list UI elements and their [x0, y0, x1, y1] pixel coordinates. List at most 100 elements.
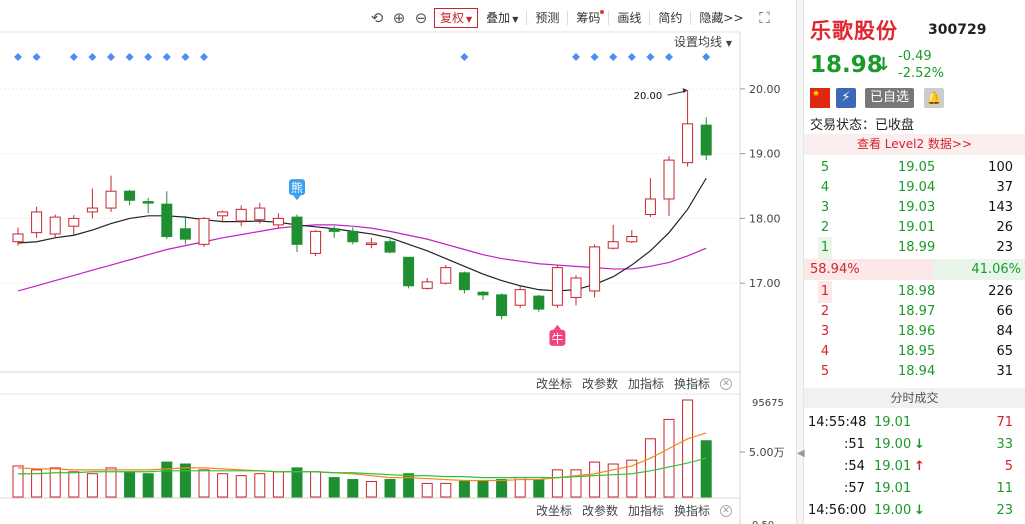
add-indicator-button[interactable]: 加指标: [628, 377, 665, 391]
candle-body: [49, 216, 61, 235]
candle-body: [105, 190, 117, 209]
volume-bar: [700, 440, 712, 498]
candle-body: [570, 277, 582, 298]
volume-bar: [124, 471, 136, 498]
candle-body: [310, 230, 322, 254]
bear-marker: [289, 179, 305, 196]
volume-bar: [384, 479, 396, 498]
signal-diamond: [627, 53, 636, 61]
draw-line-button[interactable]: 画线: [617, 11, 642, 25]
ask-row: 4 19.04 37: [804, 177, 1025, 199]
close-icon[interactable]: ✕: [720, 378, 733, 390]
volume-bar: [291, 467, 303, 498]
tick-time: :51: [844, 437, 865, 452]
fuquan-button[interactable]: 复权 ▼: [434, 8, 479, 28]
bid-row: 2 18.97 66: [804, 301, 1025, 323]
candle-body: [440, 267, 452, 284]
switch-indicator-button[interactable]: 换指标: [674, 504, 711, 518]
signal-diamond: [460, 53, 469, 61]
volume-bar: [328, 477, 340, 498]
signal-diamond: [69, 53, 78, 61]
volume-bar: [179, 463, 191, 498]
candle-body: [179, 228, 191, 240]
undo-icon[interactable]: ⟲: [370, 9, 384, 27]
ask-price: 18.99: [898, 240, 936, 255]
china-flag-icon: ★: [810, 88, 830, 108]
ask-price: 19.03: [898, 200, 936, 215]
chips-button[interactable]: 筹码: [570, 8, 606, 28]
favorite-button[interactable]: 已自选: [865, 88, 915, 108]
signal-diamond: [88, 53, 97, 61]
zoom-out-icon[interactable]: ⊖: [414, 9, 428, 27]
volume-bar: [403, 473, 415, 498]
tick-volume: 11: [996, 481, 1013, 496]
panel-splitter[interactable]: [796, 0, 804, 524]
zoom-in-icon[interactable]: ⊕: [392, 9, 406, 27]
signal-diamond: [702, 53, 711, 61]
ask-volume: 26: [996, 220, 1013, 235]
change-axis-button[interactable]: 改坐标: [536, 504, 573, 518]
collapse-arrow-icon[interactable]: ◀: [797, 448, 805, 459]
tick-row: :57 19.01 11: [804, 478, 1025, 500]
ask-price: 19.01: [898, 220, 936, 235]
ask-row: 3 19.03 143: [804, 197, 1025, 219]
candle-body: [31, 211, 43, 234]
volume-bar: [365, 480, 377, 498]
candle-body: [477, 291, 489, 296]
volume-bar: [514, 477, 526, 498]
volume-bar: [235, 475, 247, 498]
tick-row: :54 19.01 ↑ 5: [804, 456, 1025, 478]
ma-setting-button[interactable]: 设置均线 ▼: [674, 35, 732, 49]
volume-bar: [198, 469, 210, 498]
change-params-button[interactable]: 改参数: [582, 377, 619, 391]
price-change-pct: -2.52%: [898, 66, 944, 81]
change-params-button[interactable]: 改参数: [582, 504, 619, 518]
ask-volume: 23: [996, 240, 1013, 255]
toolbar-divider: [567, 11, 569, 25]
stock-name: 乐歌股份: [810, 19, 898, 43]
kline-chart[interactable]: 20.00 19.00 18.00 17.00 熊牛 20.00 95675 5.00万 0.5…: [0, 0, 796, 524]
add-indicator-button[interactable]: 加指标: [628, 504, 665, 518]
candle-body: [217, 211, 229, 217]
volume-bar: [682, 399, 694, 498]
tick-row: 14:56:00 19.00 ↓ 23: [804, 500, 1025, 522]
signal-diamond: [14, 53, 22, 61]
overlay-button[interactable]: 叠加 ▼: [486, 11, 519, 25]
predict-button[interactable]: 预测: [535, 11, 560, 25]
ratio-right: 41.06%: [933, 259, 1025, 280]
indicator-toolbar-1: 改坐标 改参数 加指标 换指标 ✕: [536, 375, 733, 393]
switch-indicator-button[interactable]: 换指标: [674, 377, 711, 391]
bid-level: 1: [818, 281, 832, 303]
candle-body: [142, 201, 154, 204]
signal-diamond: [32, 53, 41, 61]
down-arrow-icon: ↓: [914, 503, 925, 518]
toolbar-divider: [526, 11, 528, 25]
volume-bar: [217, 473, 229, 498]
signal-diamond: [590, 53, 599, 61]
volume-bar: [421, 482, 433, 498]
indicator-toolbar-2: 改坐标 改参数 加指标 换指标 ✕: [536, 502, 733, 520]
volume-bar: [86, 473, 98, 498]
fullscreen-icon[interactable]: ⛶: [759, 9, 770, 27]
bid-price: 18.98: [898, 284, 936, 299]
quote-panel: 乐歌股份 300729 18.98 ↓ -0.49 -2.52% ★ ⚡ 已自选…: [804, 0, 1025, 524]
ma-black-line: [17, 177, 707, 292]
volume-bar: [663, 418, 675, 498]
bull-marker: [549, 329, 566, 346]
ask-row: 1 18.99 23: [804, 237, 1025, 259]
tick-time: 14:56:00: [808, 503, 867, 518]
candle-body: [365, 242, 377, 246]
volume-bar: [644, 438, 656, 498]
stock-code: 300729: [928, 22, 987, 38]
bell-icon[interactable]: 🔔: [924, 88, 944, 108]
volume-bar: [68, 471, 80, 498]
close-icon[interactable]: ✕: [720, 505, 733, 517]
simple-button[interactable]: 简约: [658, 11, 683, 25]
signal-diamond: [609, 53, 618, 61]
bid-level: 3: [820, 324, 830, 339]
signal-diamond: [162, 53, 171, 61]
flash-icon[interactable]: ⚡: [836, 88, 856, 108]
hide-button[interactable]: 隐藏>>: [699, 11, 744, 25]
change-axis-button[interactable]: 改坐标: [536, 377, 573, 391]
level2-link[interactable]: 查看 Level2 数据>>: [804, 134, 1025, 155]
